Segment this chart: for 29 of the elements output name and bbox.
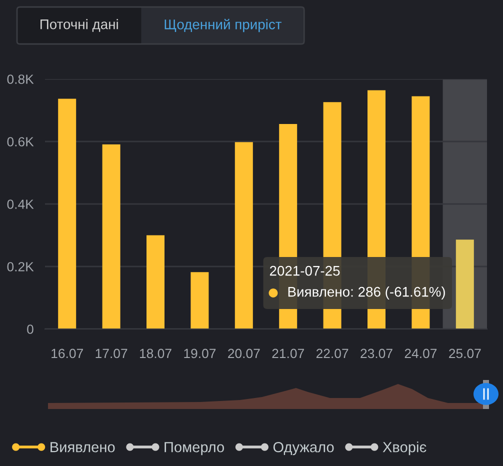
x-tick-label: 20.07 [228, 348, 260, 358]
annotation: 2021-07-25 [270, 266, 340, 276]
y-tick-label: 0.6K [7, 137, 34, 146]
x-tick-label: 17.07 [96, 348, 128, 358]
y-tick-label: 0.8K [7, 74, 34, 84]
x-tick-label: 23.07 [360, 348, 392, 358]
x-tick-label: 25.07 [449, 348, 481, 358]
text: Поточні дані [40, 19, 118, 32]
bar [456, 240, 474, 329]
legend-label: Померло [164, 442, 224, 456]
y-tick-label: 0 [27, 324, 34, 334]
bar [190, 272, 209, 329]
legend-label: Одужало [273, 442, 334, 456]
x-tick-label: 18.07 [140, 348, 172, 358]
text: Щоденний приріст [164, 18, 282, 32]
y-tick-label: 0.2K [7, 262, 34, 272]
bar [58, 98, 76, 329]
x-tick-label: 22.07 [316, 348, 348, 358]
bar [102, 144, 120, 329]
x-tick-label: 24.07 [404, 348, 437, 358]
legend-label: Виявлено [50, 442, 115, 452]
x-tick-label: 21.07 [272, 348, 304, 358]
annotation: Виявлено: 286 (-61.61%) [288, 286, 445, 300]
x-tick-label: 16.07 [52, 348, 83, 358]
y-tick-label: 0.4K [7, 200, 34, 209]
x-tick-label: 19.07 [184, 348, 216, 358]
bar [146, 235, 164, 329]
legend-label: Хворіє [382, 442, 426, 456]
bar [234, 142, 253, 329]
